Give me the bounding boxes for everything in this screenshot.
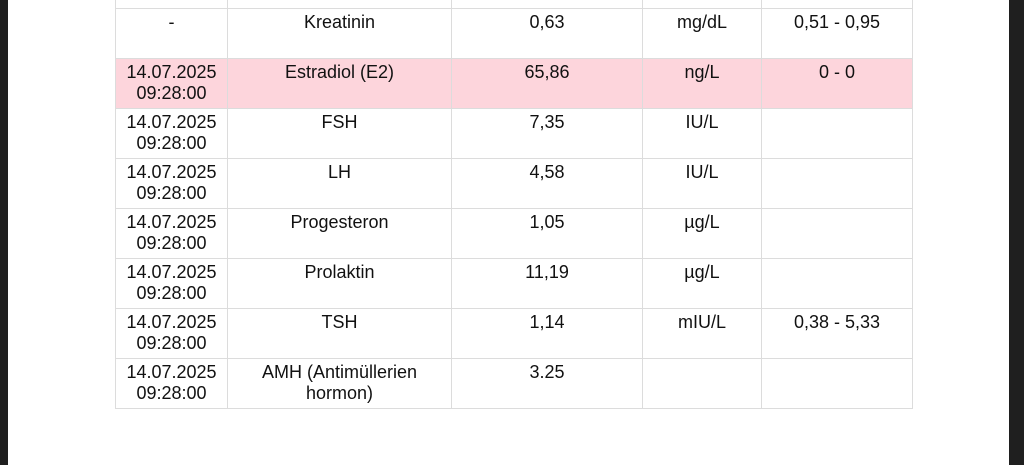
date-text: 14.07.2025 <box>126 112 217 132</box>
reference-cell <box>761 358 913 409</box>
date-text: 14.07.2025 <box>126 62 217 82</box>
time-text: 09:28:00 <box>136 83 207 103</box>
reference-cell <box>761 158 913 209</box>
test-name-cell: TSH <box>227 308 452 359</box>
unit-cell: µg/L <box>642 258 762 309</box>
reference-cell <box>761 0 913 9</box>
value-cell: 0,63 <box>451 8 643 59</box>
test-name-cell: Estradiol (E2) <box>227 58 452 109</box>
test-name-cell: AMH (Antimüllerien hormon) <box>227 358 452 409</box>
unit-cell: mg/dL <box>642 8 762 59</box>
scrollbar-track[interactable] <box>1009 0 1024 465</box>
value-cell: 1,14 <box>451 308 643 359</box>
table-row: 14.07.2025 09:28:00 FSH 7,35 IU/L <box>115 108 913 159</box>
unit-cell: IU/L <box>642 108 762 159</box>
date-cell: 14.07.2025 09:28:00 <box>115 258 228 309</box>
unit-cell: m2 <box>642 0 762 9</box>
date-cell: - <box>115 8 228 59</box>
date-cell <box>115 0 228 9</box>
unit-cell: ng/L <box>642 58 762 109</box>
date-text: 14.07.2025 <box>126 312 217 332</box>
date-text: 14.07.2025 <box>126 162 217 182</box>
unit-cell: µg/L <box>642 208 762 259</box>
time-text: 09:28:00 <box>136 133 207 153</box>
table-row: 14.07.2025 09:28:00 LH 4,58 IU/L <box>115 158 913 209</box>
table-row: 14.07.2025 09:28:00 AMH (Antimüllerien hor… <box>115 358 913 409</box>
unit-cell: mIU/L <box>642 308 762 359</box>
value-cell: 7,35 <box>451 108 643 159</box>
unit-cell <box>642 358 762 409</box>
time-text: 09:28:00 <box>136 383 207 403</box>
date-cell: 14.07.2025 09:28:00 <box>115 358 228 409</box>
date-cell: 14.07.2025 09:28:00 <box>115 58 228 109</box>
table-row-partial: m2 <box>115 0 913 9</box>
table-row: 14.07.2025 09:28:00 TSH 1,14 mIU/L 0,38 - 5,3… <box>115 308 913 359</box>
table-row: 14.07.2025 09:28:00 Progesteron 1,05 µg/L <box>115 208 913 259</box>
value-cell: 4,58 <box>451 158 643 209</box>
value-cell: 3.25 <box>451 358 643 409</box>
test-name-cell: Prolaktin <box>227 258 452 309</box>
value-cell: 65,86 <box>451 58 643 109</box>
date-cell: 14.07.2025 09:28:00 <box>115 108 228 159</box>
date-cell: 14.07.2025 09:28:00 <box>115 158 228 209</box>
test-name-cell <box>227 0 452 9</box>
time-text: 09:28:00 <box>136 283 207 303</box>
test-name-cell: Kreatinin <box>227 8 452 59</box>
reference-cell: 0,38 - 5,33 <box>761 308 913 359</box>
date-cell: 14.07.2025 09:28:00 <box>115 208 228 259</box>
date-text: 14.07.2025 <box>126 262 217 282</box>
time-text: 09:28:00 <box>136 333 207 353</box>
reference-cell: 0,51 - 0,95 <box>761 8 913 59</box>
date-cell: 14.07.2025 09:28:00 <box>115 308 228 359</box>
test-name-cell: LH <box>227 158 452 209</box>
date-text: - <box>168 12 175 32</box>
reference-cell <box>761 258 913 309</box>
unit-cell: IU/L <box>642 158 762 209</box>
test-name-cell: FSH <box>227 108 452 159</box>
table-row: 14.07.2025 09:28:00 Estradiol (E2) 65,86 ng/… <box>115 58 913 109</box>
reference-cell: 0 - 0 <box>761 58 913 109</box>
date-text: 14.07.2025 <box>126 362 217 382</box>
value-cell: 11,19 <box>451 258 643 309</box>
reference-cell <box>761 108 913 159</box>
table-row: - Kreatinin 0,63 mg/dL 0,51 - 0,95 <box>115 8 913 59</box>
value-cell <box>451 0 643 9</box>
table-row: 14.07.2025 09:28:00 Prolaktin 11,19 µg/L <box>115 258 913 309</box>
reference-cell <box>761 208 913 259</box>
test-name-cell: Progesteron <box>227 208 452 259</box>
time-text: 09:28:00 <box>136 233 207 253</box>
value-cell: 1,05 <box>451 208 643 259</box>
time-text: 09:28:00 <box>136 183 207 203</box>
date-text: 14.07.2025 <box>126 212 217 232</box>
